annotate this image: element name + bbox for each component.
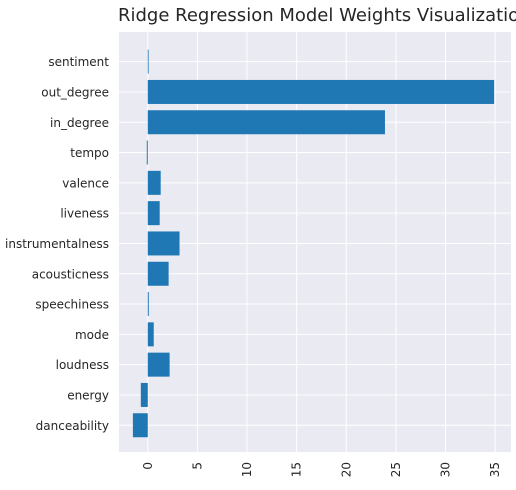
y-tick-label-acousticness: acousticness xyxy=(32,267,109,281)
chart-title: Ridge Regression Model Weights Visualiza… xyxy=(118,5,516,26)
x-tick-labels: 0 5 10 15 20 25 30 35 xyxy=(141,462,502,477)
x-tick-label: 0 xyxy=(141,462,155,470)
y-tick-label-speechiness: speechiness xyxy=(35,298,109,312)
y-tick-label-energy: energy xyxy=(67,388,109,402)
y-tick-label-tempo: tempo xyxy=(70,146,109,160)
y-tick-label-instrumentalness: instrumentalness xyxy=(5,237,109,251)
x-tick-label: 10 xyxy=(240,462,254,477)
bar-danceability xyxy=(132,413,148,438)
bars xyxy=(132,49,495,438)
y-tick-label-out_degree: out_degree xyxy=(41,85,109,99)
x-tick-label: 5 xyxy=(190,462,204,470)
bar-liveness xyxy=(147,201,160,226)
bar-instrumentalness xyxy=(147,231,180,256)
x-tick-label: 25 xyxy=(389,462,403,477)
bar-mode xyxy=(147,322,154,347)
y-tick-label-valence: valence xyxy=(62,176,109,190)
y-tick-label-liveness: liveness xyxy=(60,207,109,221)
bar-tempo xyxy=(146,140,148,165)
bar-valence xyxy=(147,170,161,195)
bar-energy xyxy=(140,382,148,407)
bar-acousticness xyxy=(147,261,169,286)
bar-in_degree xyxy=(147,110,385,135)
y-tick-label-mode: mode xyxy=(75,328,109,342)
bar-sentiment xyxy=(147,49,149,74)
x-tick-label: 30 xyxy=(439,462,453,477)
y-tick-label-sentiment: sentiment xyxy=(48,55,109,69)
bar-out_degree xyxy=(147,79,495,104)
y-tick-label-danceability: danceability xyxy=(36,419,109,433)
x-tick-label: 20 xyxy=(339,462,353,477)
x-tick-label: 35 xyxy=(488,462,502,477)
y-tick-label-loudness: loudness xyxy=(56,358,109,372)
bar-speechiness xyxy=(147,292,149,317)
y-tick-label-in_degree: in_degree xyxy=(50,116,109,130)
bar-loudness xyxy=(147,352,170,377)
x-tick-label: 15 xyxy=(290,462,304,477)
